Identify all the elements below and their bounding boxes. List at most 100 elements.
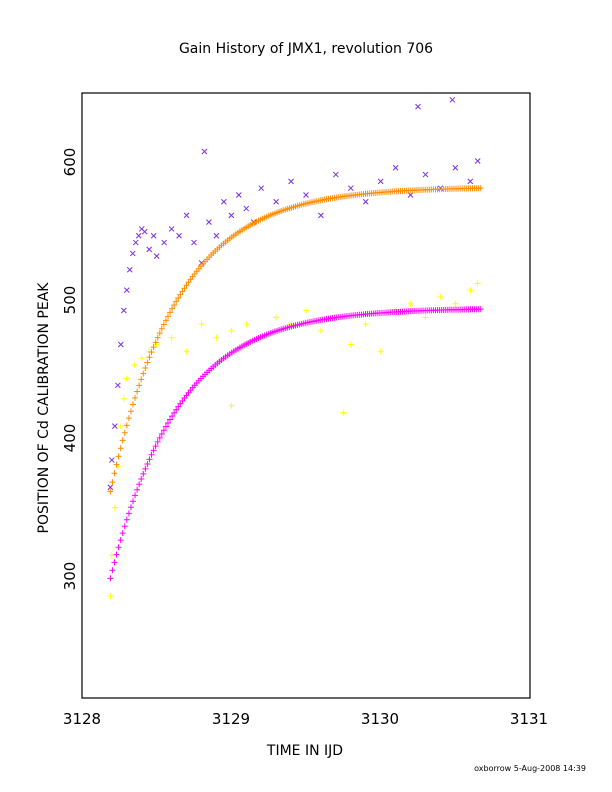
data-point	[221, 198, 227, 205]
data-point	[123, 375, 130, 382]
x-tick-label: 3131	[510, 710, 548, 728]
data-point	[303, 307, 309, 314]
fit-point	[164, 313, 171, 320]
fit-point	[138, 475, 145, 482]
fit-point	[162, 317, 169, 324]
data-point	[117, 423, 124, 430]
data-point	[168, 334, 175, 341]
data-point	[120, 395, 127, 402]
fit-point	[111, 559, 118, 566]
fit-point	[152, 339, 159, 346]
data-point	[377, 178, 384, 185]
data-point	[201, 148, 208, 155]
fit-point	[134, 486, 141, 493]
data-point	[109, 457, 115, 463]
fit-point	[121, 523, 128, 530]
y-axis-label: POSITION OF Cd CALIBRATION PEAK	[36, 282, 52, 534]
y-tick-label: 600	[61, 148, 79, 177]
data-point	[213, 232, 220, 239]
fit-point	[130, 498, 137, 505]
fit-point	[113, 461, 120, 468]
fit-point	[160, 427, 167, 434]
x-axis-label: TIME IN IJD	[266, 743, 343, 759]
fit-point	[158, 430, 165, 437]
data-point	[153, 253, 160, 259]
fit-point	[111, 470, 118, 477]
data-point	[422, 171, 429, 178]
data-point	[317, 327, 324, 334]
data-point	[243, 321, 250, 328]
fit-point	[164, 419, 171, 426]
fit-point	[167, 309, 174, 316]
data-point	[111, 504, 118, 511]
data-point	[474, 158, 481, 164]
data-point	[467, 178, 474, 185]
fit-point	[173, 298, 180, 305]
y-tick-label: 400	[61, 424, 79, 453]
data-point	[273, 198, 279, 205]
fit-point	[142, 365, 149, 372]
data-point	[467, 287, 474, 294]
fit-point	[169, 305, 176, 312]
data-point	[107, 593, 114, 600]
fit-point	[123, 516, 130, 523]
data-point	[415, 103, 421, 110]
footer-credit: oxborrow 5-Aug-2008 14:39	[474, 764, 586, 773]
data-point	[138, 355, 145, 362]
fit-point	[146, 354, 153, 361]
fit-point	[125, 510, 132, 517]
fit-point	[132, 394, 139, 401]
data-point	[107, 484, 114, 491]
data-point	[150, 232, 157, 239]
data-point	[288, 178, 294, 185]
fit-point	[477, 185, 484, 192]
data-point	[340, 409, 347, 416]
fit-point	[136, 481, 143, 488]
fit-point	[162, 423, 169, 430]
fit-point	[115, 544, 122, 551]
fit-point	[123, 422, 130, 429]
fit-point	[109, 479, 116, 486]
fit-point	[136, 382, 143, 389]
data-point	[168, 226, 175, 232]
fit-point	[173, 406, 180, 413]
data-point	[126, 266, 133, 273]
fit-point	[144, 359, 151, 366]
data-point	[303, 192, 309, 198]
x-tick-label: 3128	[63, 710, 101, 728]
fit-point	[148, 349, 155, 356]
data-point	[183, 212, 190, 219]
fit-point	[160, 321, 167, 328]
fit-point	[130, 401, 137, 408]
data-point	[228, 212, 235, 219]
data-point	[422, 314, 429, 321]
fit-point	[117, 537, 124, 544]
data-point	[437, 185, 444, 192]
data-point	[123, 287, 130, 293]
x-tick-label: 3129	[212, 710, 250, 728]
data-point	[228, 402, 235, 409]
data-point	[129, 250, 136, 257]
fit-point	[119, 437, 126, 444]
fit-point	[109, 567, 116, 574]
fit-point	[152, 443, 159, 450]
fit-point	[117, 445, 124, 452]
data-point	[111, 423, 118, 429]
data-point	[333, 171, 339, 178]
data-point	[206, 219, 212, 226]
x-tick-label: 3130	[361, 710, 399, 728]
data-point	[235, 192, 242, 198]
data-point	[114, 382, 121, 389]
fit-point	[121, 429, 128, 436]
data-point	[362, 321, 369, 328]
data-point	[258, 185, 265, 192]
data-point	[243, 205, 250, 212]
data-point	[161, 239, 167, 246]
data-point	[228, 327, 235, 334]
data-point	[377, 348, 384, 355]
data-point	[146, 246, 153, 253]
chart-title: Gain History of JMX1, revolution 706	[179, 41, 433, 57]
data-point	[392, 164, 399, 171]
y-tick-label: 300	[61, 562, 79, 591]
